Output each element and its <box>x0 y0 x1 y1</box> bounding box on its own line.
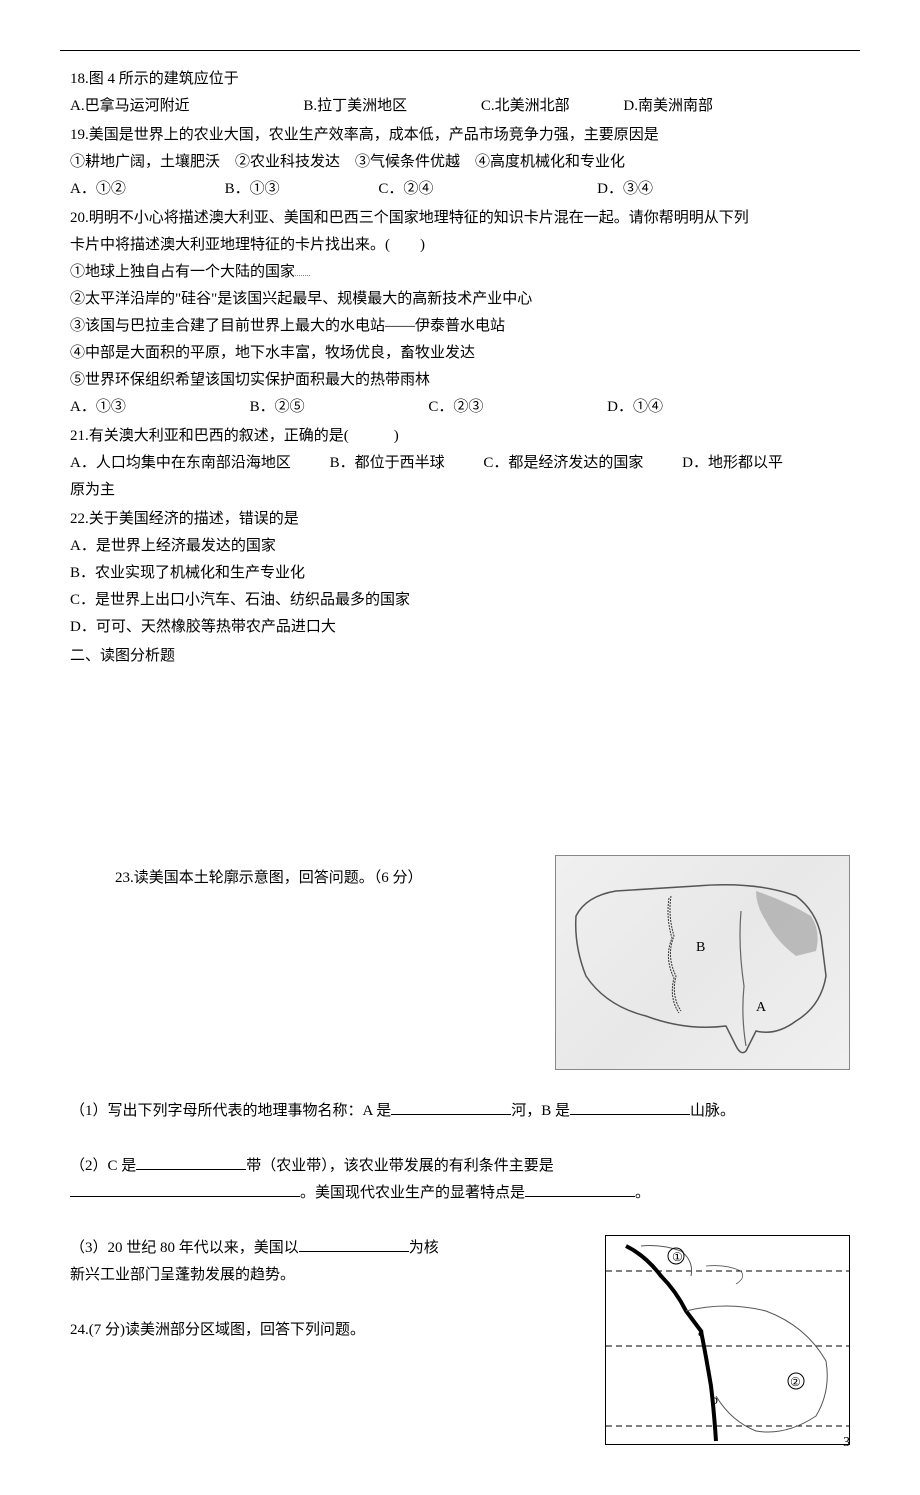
q20-opt-a: A．①③ <box>70 394 126 421</box>
south-america-map-figure: ① a b ② <box>605 1235 850 1445</box>
q19-opt-c: C．②④ <box>378 176 433 203</box>
q19-opt-a: A．①② <box>70 176 126 203</box>
q23-p3-mid: 为核 <box>409 1240 439 1256</box>
us-map-figure: B A <box>555 855 850 1070</box>
us-map-svg: B A <box>556 856 850 1070</box>
q19-opt-d: D．③④ <box>597 176 653 203</box>
q23-p2-pre: （2）C 是 <box>70 1158 136 1174</box>
q18-stem: 18.图 4 所示的建筑应位于 <box>70 66 850 93</box>
q19-conditions: ①耕地广阔，土壤肥沃 ②农业科技发达 ③气候条件优越 ④高度机械化和专业化 <box>70 149 850 176</box>
q20-stem-line2: 卡片中将描述澳大利亚地理特征的卡片找出来。( ) <box>70 232 850 259</box>
sa-label-2: ② <box>790 1375 801 1389</box>
q23-p2-end: 。 <box>635 1185 650 1201</box>
q21-opt-c: C．都是经济发达的国家 <box>483 455 643 471</box>
q23-area: B A 23.读美国本土轮廓示意图，回答问题。（6 分） <box>70 865 850 1070</box>
q20-stem-line1: 20.明明不小心将描述澳大利亚、美国和巴西三个国家地理特征的知识卡片混在一起。请… <box>70 205 850 232</box>
q22-stem: 22.关于美国经济的描述，错误的是 <box>70 506 850 533</box>
q20-card-5: ⑤世界环保组织希望该国切实保护面积最大的热带雨林 <box>70 367 850 394</box>
blank-mountain-b[interactable] <box>570 1100 690 1115</box>
section-2-title: 二、读图分析题 <box>70 643 850 670</box>
map-label-b: B <box>696 940 705 955</box>
q23-p3-pre: （3）20 世纪 80 年代以来，美国以 <box>70 1240 299 1256</box>
page-number: 3 <box>843 1430 850 1455</box>
q19-options: A．①② B．①③ C．②④ D．③④ <box>70 176 850 203</box>
blank-feature[interactable] <box>525 1182 635 1197</box>
q23-sub1: （1）写出下列字母所代表的地理事物名称：A 是 河，B 是 山脉。 <box>70 1098 850 1125</box>
q21-opt-a: A．人口均集中在东南部沿海地区 <box>70 455 291 471</box>
q22-opt-a: A．是世界上经济最发达的国家 <box>70 533 850 560</box>
blank-belt-c[interactable] <box>136 1155 246 1170</box>
q23-sub3-and-q24: ① a b ② （3）20 世纪 80 年代以来，美国以为核 心的 新兴工业部门… <box>70 1235 850 1445</box>
map-label-a: A <box>756 1000 767 1015</box>
q23-p1-mid: 河，B 是 <box>511 1103 570 1119</box>
q20-options: A．①③ B．②⑤ C．②③ D．①④ <box>70 394 850 421</box>
q23-sub3-line2: 新兴工业部门呈蓬勃发展的趋势。 <box>70 1262 595 1289</box>
q23-sub3-line1: （3）20 世纪 80 年代以来，美国以为核 心的 <box>70 1235 595 1262</box>
q21-opt-d-cont: 原为主 <box>70 477 850 504</box>
q24-stem: 24.(7 分)读美洲部分区域图，回答下列问题。 <box>70 1317 595 1344</box>
q18-opt-c: C.北美洲北部 <box>481 93 570 120</box>
question-21: 21.有关澳大利亚和巴西的叙述，正确的是( ) A．人口均集中在东南部沿海地区 … <box>70 423 850 504</box>
question-22: 22.关于美国经济的描述，错误的是 A．是世界上经济最发达的国家 B．农业实现了… <box>70 506 850 641</box>
sa-label-1: ① <box>672 1250 683 1264</box>
q23-sub2: （2）C 是 带（农业带），该农业带发展的有利条件主要是 。美国现代农业生产的显著… <box>70 1153 850 1207</box>
q20-opt-d: D．①④ <box>607 394 663 421</box>
q18-opt-d: D.南美洲南部 <box>623 93 713 120</box>
q18-opt-b: B.拉丁美洲地区 <box>303 93 407 120</box>
sa-label-a: a <box>698 1325 705 1340</box>
blank-river-a[interactable] <box>391 1100 511 1115</box>
question-19: 19.美国是世界上的农业大国，农业生产效率高，成本低，产品市场竞争力强，主要原因… <box>70 122 850 203</box>
q18-opt-a: A.巴拿马运河附近 <box>70 93 190 120</box>
sa-map-svg: ① a b ② <box>606 1236 850 1445</box>
q19-stem: 19.美国是世界上的农业大国，农业生产效率高，成本低，产品市场竞争力强，主要原因… <box>70 122 850 149</box>
q20-opt-b: B．②⑤ <box>250 394 305 421</box>
q20-opt-c: C．②③ <box>428 394 483 421</box>
page-top-rule <box>60 50 860 51</box>
q20-card-4: ④中部是大面积的平原，地下水丰富，牧场优良，畜牧业发达 <box>70 340 850 367</box>
blank-core[interactable] <box>299 1237 409 1252</box>
q21-opt-d: D．地形都以平 <box>682 455 783 471</box>
q21-opt-b: B．都位于西半球 <box>330 455 445 471</box>
q20-card-3: ③该国与巴拉圭合建了目前世界上最大的水电站——伊泰普水电站 <box>70 313 850 340</box>
q22-opt-c: C．是世界上出口小汽车、石油、纺织品最多的国家 <box>70 587 850 614</box>
q20-card-1: ①地球上独自占有一个大陆的国家 <box>70 259 850 286</box>
q19-opt-b: B．①③ <box>225 176 280 203</box>
q21-stem: 21.有关澳大利亚和巴西的叙述，正确的是( ) <box>70 423 850 450</box>
q20-card-2: ②太平洋沿岸的"硅谷"是该国兴起最早、规模最大的高新技术产业中心 <box>70 286 850 313</box>
q18-options: A.巴拿马运河附近 B.拉丁美洲地区 C.北美洲北部 D.南美洲南部 <box>70 93 850 120</box>
question-20: 20.明明不小心将描述澳大利亚、美国和巴西三个国家地理特征的知识卡片混在一起。请… <box>70 205 850 421</box>
q22-opt-b: B．农业实现了机械化和生产专业化 <box>70 560 850 587</box>
q21-options-line1: A．人口均集中在东南部沿海地区 B．都位于西半球 C．都是经济发达的国家 D．地… <box>70 450 850 477</box>
q23-p1-pre: （1）写出下列字母所代表的地理事物名称：A 是 <box>70 1103 391 1119</box>
q23-p1-end: 山脉。 <box>690 1103 735 1119</box>
question-18: 18.图 4 所示的建筑应位于 A.巴拿马运河附近 B.拉丁美洲地区 C.北美洲… <box>70 66 850 120</box>
q22-opt-d: D．可可、天然橡胶等热带农产品进口大 <box>70 614 850 641</box>
q23-p2-mid: 带（农业带），该农业带发展的有利条件主要是 <box>246 1158 554 1174</box>
blank-conditions[interactable] <box>70 1182 300 1197</box>
sa-label-b: b <box>711 1393 718 1408</box>
q23-p2-line2: 。美国现代农业生产的显著特点是 <box>300 1185 525 1201</box>
